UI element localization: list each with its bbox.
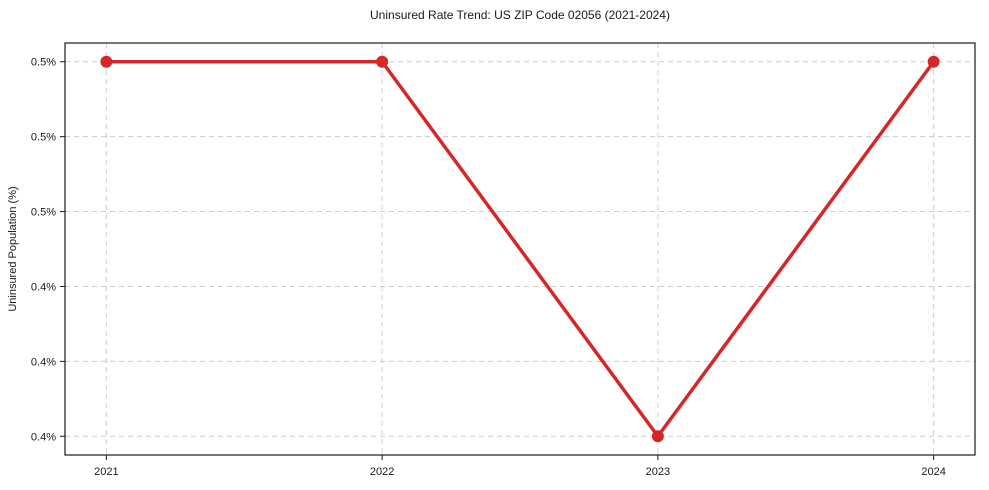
y-tick-label: 0.5% [31,57,56,69]
x-tick-label: 2021 [94,466,118,478]
y-tick-label: 0.5% [31,132,56,144]
y-tick-label: 0.4% [31,431,56,443]
plot-frame [64,42,976,456]
chart-title: Uninsured Rate Trend: US ZIP Code 02056 … [370,8,670,22]
x-tick-label: 2023 [646,466,670,478]
trend-line [104,59,936,439]
y-tick-label: 0.5% [31,207,56,219]
x-tick-label: 2024 [921,466,945,478]
y-tick-label: 0.4% [31,281,56,293]
data-point-marker [100,55,113,68]
data-point-marker [376,55,389,68]
x-tick-label: 2022 [370,466,394,478]
data-point-marker [651,430,664,443]
data-point-marker [927,55,940,68]
y-tick-label: 0.4% [31,356,56,368]
